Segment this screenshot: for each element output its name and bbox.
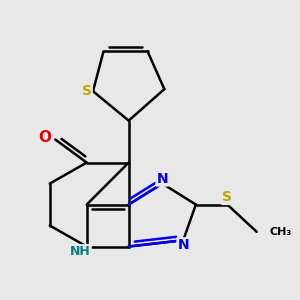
Text: S: S [82, 84, 92, 98]
Text: N: N [156, 172, 168, 185]
Text: S: S [222, 190, 232, 204]
Text: O: O [38, 130, 51, 145]
Text: CH₃: CH₃ [269, 227, 292, 237]
Text: NH: NH [70, 245, 91, 258]
Text: N: N [177, 238, 189, 252]
